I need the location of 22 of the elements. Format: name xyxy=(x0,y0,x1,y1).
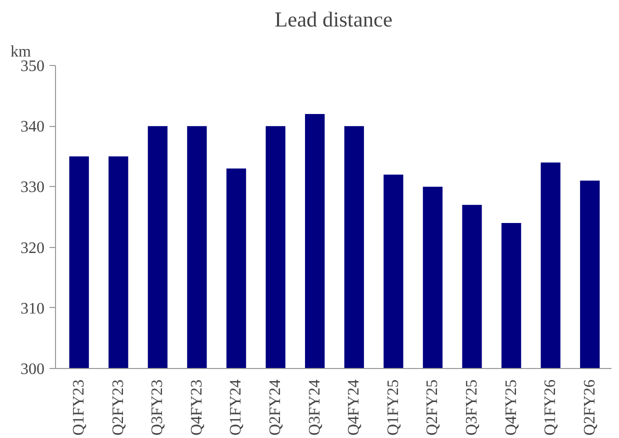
x-tick-label: Q4FY23 xyxy=(188,379,206,436)
x-tick-label: Q4FY24 xyxy=(346,379,363,436)
y-tick-label: 350 xyxy=(20,58,44,75)
x-tick-label: Q2FY25 xyxy=(424,379,442,436)
x-tick-label: Q3FY23 xyxy=(149,379,166,436)
x-tick-label: Q4FY25 xyxy=(502,379,520,436)
x-tick-label: Q2FY26 xyxy=(581,379,598,436)
y-tick-label: 330 xyxy=(20,179,44,196)
y-tick-label: 310 xyxy=(20,300,44,318)
x-tick-label: Q1FY24 xyxy=(228,379,245,436)
y-tick-label: 300 xyxy=(20,361,44,378)
x-tick-label: Q1FY23 xyxy=(70,379,88,436)
x-tick-label: Q1FY25 xyxy=(384,379,402,436)
x-tick-label: Q3FY24 xyxy=(306,379,324,436)
x-tick-label: Q3FY25 xyxy=(464,379,481,436)
y-tick-label: 340 xyxy=(20,118,44,136)
chart-title: Lead distance xyxy=(274,8,392,32)
y-tick-label: 320 xyxy=(20,240,44,257)
y-axis-title: km xyxy=(10,44,32,60)
x-tick-label: Q2FY24 xyxy=(267,379,284,436)
x-tick-label: Q2FY23 xyxy=(110,379,127,436)
x-tick-label: Q1FY26 xyxy=(542,379,560,436)
